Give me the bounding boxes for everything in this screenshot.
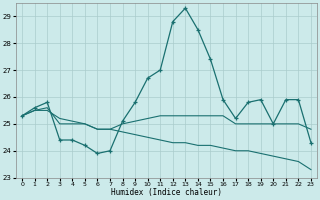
X-axis label: Humidex (Indice chaleur): Humidex (Indice chaleur) xyxy=(111,188,222,197)
